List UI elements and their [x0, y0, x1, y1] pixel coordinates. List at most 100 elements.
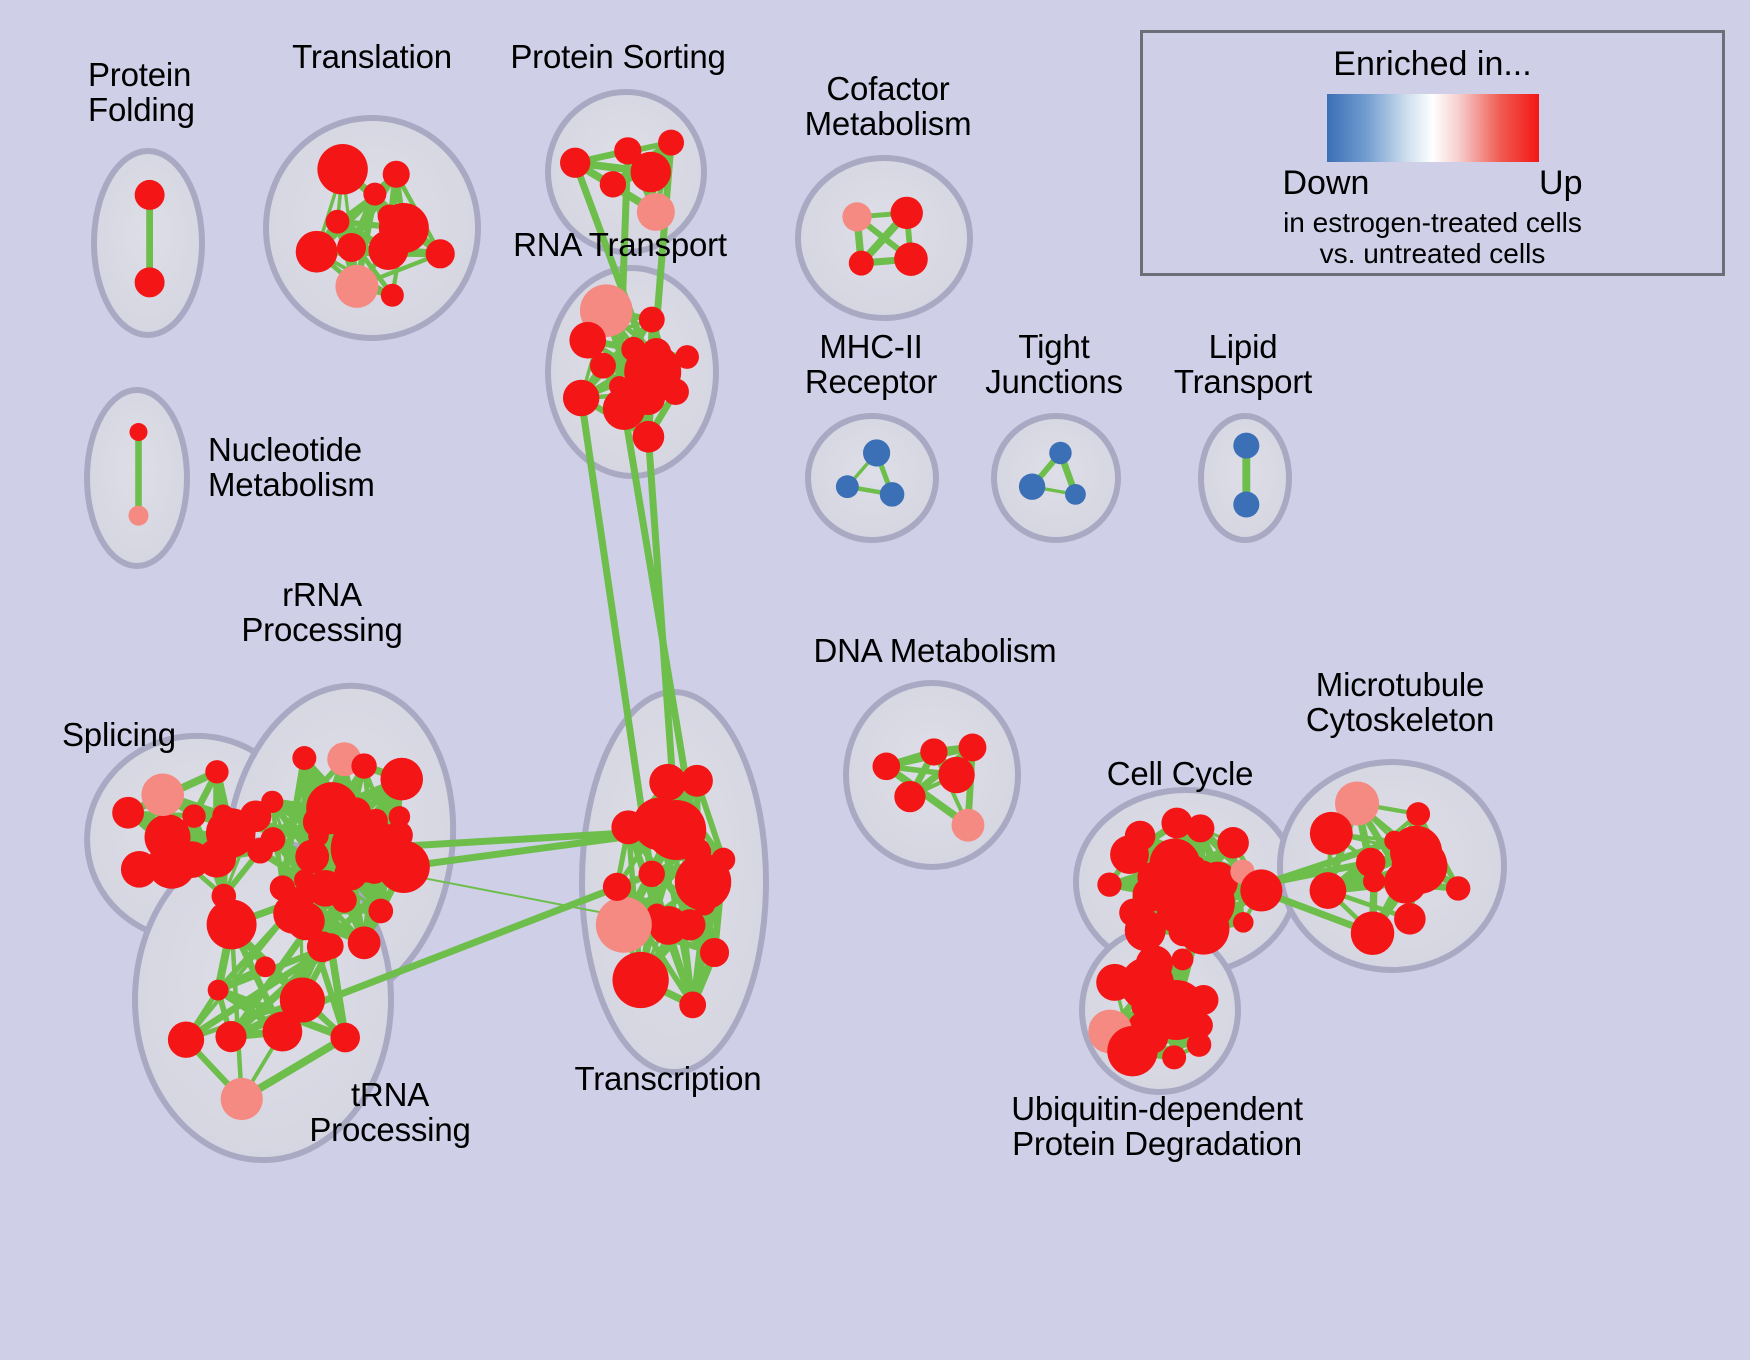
network-node[interactable]	[638, 860, 665, 888]
network-node[interactable]	[894, 242, 928, 276]
network-node[interactable]	[863, 439, 891, 467]
network-node[interactable]	[141, 773, 184, 817]
network-node[interactable]	[1168, 916, 1199, 947]
network-node[interactable]	[569, 321, 607, 359]
network-node[interactable]	[1233, 491, 1260, 518]
network-node[interactable]	[1124, 820, 1156, 852]
network-node[interactable]	[207, 979, 229, 1001]
network-node[interactable]	[679, 991, 707, 1019]
network-node[interactable]	[1188, 985, 1219, 1015]
network-node[interactable]	[1184, 855, 1206, 878]
network-node[interactable]	[380, 757, 424, 801]
network-node[interactable]	[636, 192, 675, 231]
network-node[interactable]	[1119, 898, 1148, 927]
network-node[interactable]	[1186, 1012, 1213, 1039]
network-node[interactable]	[167, 1021, 205, 1058]
network-node[interactable]	[894, 780, 926, 813]
network-node[interactable]	[1186, 1032, 1212, 1057]
network-node[interactable]	[220, 1077, 263, 1121]
network-node[interactable]	[1350, 911, 1395, 956]
network-node[interactable]	[680, 764, 713, 797]
network-node[interactable]	[842, 202, 872, 232]
network-node[interactable]	[325, 209, 350, 234]
network-node[interactable]	[340, 797, 371, 828]
network-node[interactable]	[1186, 814, 1215, 843]
network-node[interactable]	[920, 738, 948, 766]
network-node[interactable]	[129, 423, 148, 442]
network-node[interactable]	[286, 901, 325, 941]
network-node[interactable]	[589, 352, 616, 379]
network-node[interactable]	[1406, 802, 1431, 826]
network-node[interactable]	[1445, 876, 1471, 901]
network-node[interactable]	[173, 841, 211, 878]
network-node[interactable]	[1097, 872, 1122, 897]
network-node[interactable]	[215, 1021, 247, 1053]
network-node[interactable]	[1309, 872, 1347, 909]
network-node[interactable]	[331, 887, 357, 913]
network-node[interactable]	[1233, 432, 1260, 459]
network-node[interactable]	[377, 840, 430, 893]
network-node[interactable]	[648, 905, 688, 945]
network-node[interactable]	[638, 306, 665, 333]
network-node[interactable]	[1161, 807, 1193, 839]
network-node[interactable]	[599, 171, 627, 198]
network-node[interactable]	[1232, 912, 1254, 933]
network-node[interactable]	[382, 160, 410, 188]
network-node[interactable]	[890, 196, 923, 230]
network-node[interactable]	[612, 951, 669, 1009]
network-node[interactable]	[182, 804, 206, 828]
network-node[interactable]	[649, 763, 687, 801]
network-node[interactable]	[380, 283, 404, 307]
network-node[interactable]	[212, 804, 234, 827]
network-node[interactable]	[560, 147, 591, 178]
network-node[interactable]	[682, 837, 712, 867]
network-node[interactable]	[337, 232, 367, 262]
network-node[interactable]	[302, 805, 336, 839]
network-node[interactable]	[614, 137, 642, 165]
network-node[interactable]	[368, 898, 394, 924]
network-node[interactable]	[112, 796, 145, 829]
network-node[interactable]	[330, 1022, 360, 1053]
network-node[interactable]	[279, 977, 325, 1023]
network-node[interactable]	[938, 756, 975, 794]
network-node[interactable]	[205, 760, 229, 784]
network-node[interactable]	[1107, 1025, 1158, 1077]
network-node[interactable]	[262, 1011, 303, 1052]
network-node[interactable]	[602, 872, 632, 901]
network-node[interactable]	[388, 806, 411, 828]
network-node[interactable]	[377, 204, 402, 229]
network-node[interactable]	[633, 797, 686, 851]
network-node[interactable]	[317, 933, 344, 960]
network-node[interactable]	[658, 129, 685, 156]
network-node[interactable]	[595, 896, 652, 953]
network-node[interactable]	[134, 267, 165, 298]
network-node[interactable]	[872, 752, 901, 781]
network-node[interactable]	[134, 179, 165, 210]
network-node[interactable]	[675, 345, 699, 369]
network-node[interactable]	[1309, 811, 1353, 855]
network-node[interactable]	[1065, 483, 1086, 505]
network-node[interactable]	[694, 894, 715, 916]
network-node[interactable]	[206, 899, 257, 950]
network-node[interactable]	[958, 733, 987, 762]
network-node[interactable]	[699, 937, 730, 968]
network-node[interactable]	[1049, 441, 1072, 465]
network-node[interactable]	[711, 847, 736, 872]
network-node[interactable]	[254, 956, 276, 978]
network-node[interactable]	[261, 790, 284, 813]
network-node[interactable]	[425, 239, 455, 269]
network-node[interactable]	[1018, 473, 1046, 500]
network-node[interactable]	[1240, 869, 1283, 912]
network-node[interactable]	[1394, 903, 1426, 935]
network-node[interactable]	[128, 505, 149, 526]
network-node[interactable]	[295, 230, 338, 273]
network-node[interactable]	[351, 753, 377, 779]
network-node[interactable]	[287, 885, 314, 913]
network-node[interactable]	[1335, 781, 1380, 826]
network-node[interactable]	[347, 926, 381, 960]
network-node[interactable]	[1390, 825, 1443, 878]
network-node[interactable]	[1355, 847, 1386, 878]
network-node[interactable]	[641, 337, 672, 368]
network-node[interactable]	[1149, 838, 1200, 889]
network-node[interactable]	[662, 378, 689, 406]
